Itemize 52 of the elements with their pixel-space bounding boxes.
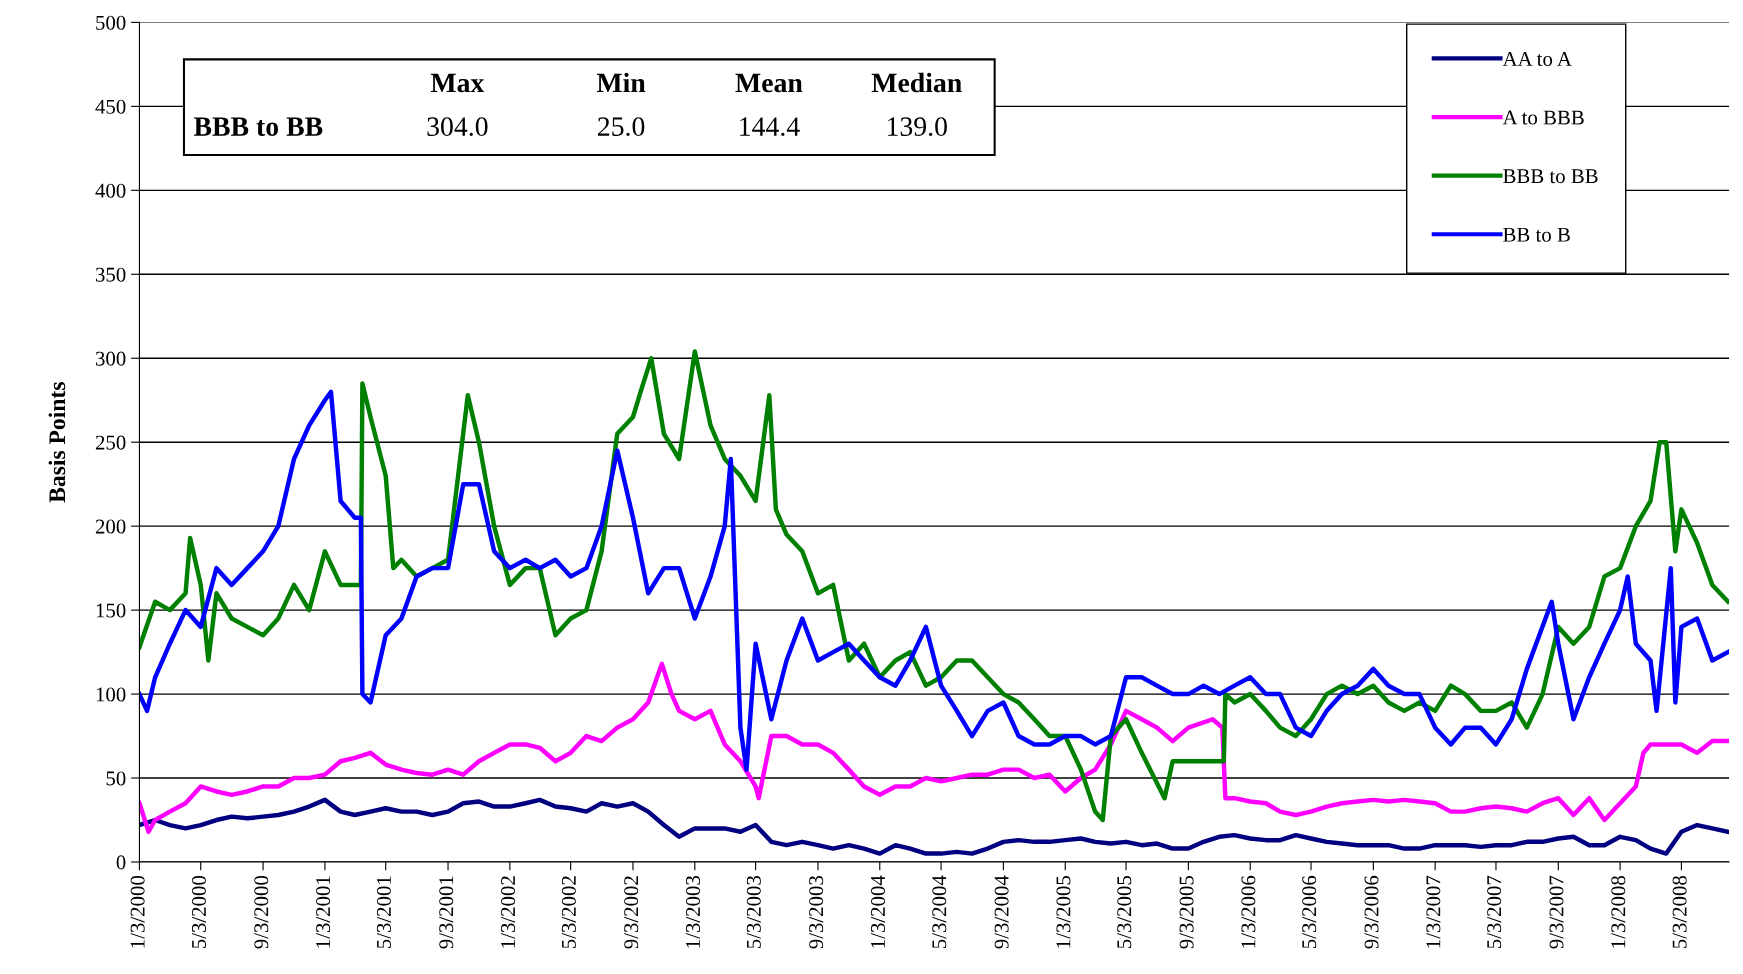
x-tick-label: 9/3/2001 [439, 876, 454, 949]
legend-label: BBB to BB [1503, 169, 1598, 184]
y-tick-label: 0 [116, 855, 126, 870]
legend-label: BB to B [1503, 227, 1570, 242]
y-tick-label: 250 [95, 435, 126, 450]
x-tick-label: 9/3/2000 [254, 875, 269, 949]
y-tick-label: 350 [95, 267, 126, 282]
annotation: 25.0 [598, 117, 645, 137]
x-tick-label: 5/3/2007 [1487, 875, 1502, 949]
x-tick-label: 1/3/2008 [1611, 875, 1626, 948]
y-tick-label: 400 [95, 183, 126, 198]
x-tick-label: 1/3/2006 [1241, 875, 1256, 948]
annotation: 139.0 [887, 117, 947, 137]
x-tick-label: 5/3/2005 [1117, 876, 1132, 949]
annotation: Mean [735, 73, 803, 93]
x-tick-label: 1/3/2001 [316, 876, 331, 948]
y-tick-label: 50 [106, 771, 126, 786]
x-tick-label: 9/3/2007 [1549, 875, 1564, 949]
annotation: Max [430, 73, 485, 93]
x-tick-label: 5/3/2006 [1302, 875, 1317, 949]
y-axis-title: Basis Points [48, 382, 66, 503]
x-tick-label: 5/3/2003 [746, 876, 761, 949]
annotation: Min [596, 72, 646, 93]
annotation: BBB to BB [193, 117, 323, 136]
y-tick-label: 150 [96, 603, 126, 618]
legend-label: AA to A [1502, 51, 1572, 66]
x-tick-label: 5/3/2000 [191, 875, 206, 949]
x-tick-label: 5/3/2008 [1672, 875, 1687, 949]
x-tick-label: 5/3/2001 [376, 876, 391, 949]
y-tick-label: 200 [95, 519, 126, 534]
line-series [139, 797, 1730, 856]
x-tick-label: 1/3/2005 [1056, 876, 1071, 948]
y-tick-label: 450 [95, 99, 126, 114]
x-tick-label: 5/3/2004 [932, 875, 947, 949]
x-tick-label: 1/3/2003 [685, 876, 701, 948]
x-tick-label: 1/3/2002 [501, 876, 516, 948]
x-tick-label: 9/3/2005 [1179, 876, 1194, 949]
x-tick-label: 5/3/2002 [561, 876, 576, 949]
y-tick-label: 300 [95, 351, 126, 366]
x-tick-label: 9/3/2004 [994, 875, 1009, 949]
y-tick-label: 500 [96, 15, 126, 30]
x-tick-label: 1/3/2004 [870, 875, 885, 948]
x-tick-label: 1/3/2007 [1426, 875, 1441, 948]
x-tick-label: 9/3/2006 [1364, 875, 1379, 949]
x-tick-label: 9/3/2003 [809, 876, 824, 949]
annotation: Median [871, 72, 962, 93]
annotation: 144.4 [740, 117, 800, 137]
x-tick-label: 9/3/2002 [624, 876, 639, 949]
legend-label: A to BBB [1502, 110, 1584, 125]
annotation: 304.0 [427, 117, 488, 137]
y-tick-label: 100 [96, 687, 126, 702]
x-tick-label: 1/3/2000 [130, 875, 145, 948]
